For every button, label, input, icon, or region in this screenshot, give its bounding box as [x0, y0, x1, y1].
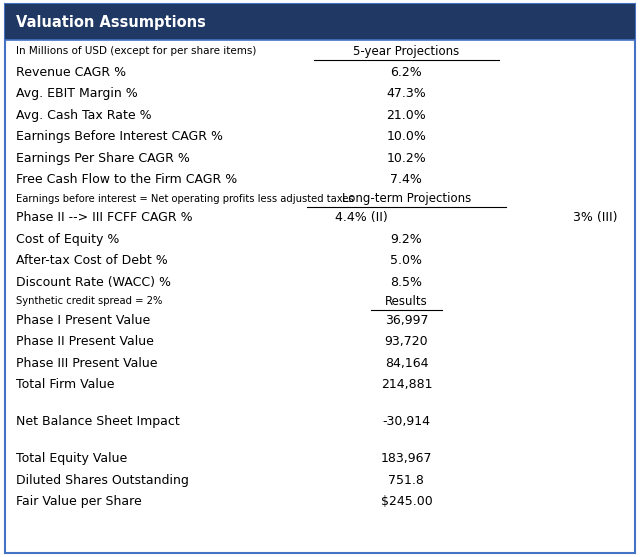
Text: Free Cash Flow to the Firm CAGR %: Free Cash Flow to the Firm CAGR %: [16, 173, 237, 186]
Text: 8.5%: 8.5%: [390, 276, 422, 289]
Text: Earnings Before Interest CAGR %: Earnings Before Interest CAGR %: [16, 130, 223, 143]
Text: Total Equity Value: Total Equity Value: [16, 452, 127, 465]
Text: Total Firm Value: Total Firm Value: [16, 378, 115, 391]
Text: Valuation Assumptions: Valuation Assumptions: [16, 14, 206, 30]
Text: 5.0%: 5.0%: [390, 255, 422, 267]
Text: 47.3%: 47.3%: [387, 87, 426, 100]
Text: Synthetic credit spread = 2%: Synthetic credit spread = 2%: [16, 296, 163, 306]
Bar: [5, 4, 635, 40]
Text: 10.2%: 10.2%: [387, 152, 426, 165]
Text: Avg. EBIT Margin %: Avg. EBIT Margin %: [16, 87, 138, 100]
Text: 21.0%: 21.0%: [387, 109, 426, 122]
Text: 3% (III): 3% (III): [573, 212, 618, 224]
Text: 6.2%: 6.2%: [390, 66, 422, 79]
Text: Phase I Present Value: Phase I Present Value: [16, 314, 150, 327]
Text: Avg. Cash Tax Rate %: Avg. Cash Tax Rate %: [16, 109, 152, 122]
Text: Revenue CAGR %: Revenue CAGR %: [16, 66, 126, 79]
Text: Net Balance Sheet Impact: Net Balance Sheet Impact: [16, 416, 180, 428]
Text: In Millions of USD (except for per share items): In Millions of USD (except for per share…: [16, 46, 257, 56]
Text: 183,967: 183,967: [381, 452, 432, 465]
Text: Long-term Projections: Long-term Projections: [342, 192, 471, 206]
Text: Phase III Present Value: Phase III Present Value: [16, 357, 157, 370]
Text: 10.0%: 10.0%: [387, 130, 426, 143]
Text: 36,997: 36,997: [385, 314, 428, 327]
Text: Phase II --> III FCFF CAGR %: Phase II --> III FCFF CAGR %: [16, 212, 193, 224]
Text: After-tax Cost of Debt %: After-tax Cost of Debt %: [16, 255, 168, 267]
Text: -30,914: -30,914: [383, 416, 430, 428]
Text: $245.00: $245.00: [381, 495, 432, 508]
Text: 7.4%: 7.4%: [390, 173, 422, 186]
Text: 84,164: 84,164: [385, 357, 428, 370]
Text: 93,720: 93,720: [385, 335, 428, 348]
Text: 5-year Projections: 5-year Projections: [353, 45, 460, 58]
Text: 214,881: 214,881: [381, 378, 432, 391]
Text: Discount Rate (WACC) %: Discount Rate (WACC) %: [16, 276, 171, 289]
Text: Fair Value per Share: Fair Value per Share: [16, 495, 141, 508]
Text: 751.8: 751.8: [388, 474, 424, 487]
Text: Cost of Equity %: Cost of Equity %: [16, 233, 120, 246]
Text: Phase II Present Value: Phase II Present Value: [16, 335, 154, 348]
Text: Diluted Shares Outstanding: Diluted Shares Outstanding: [16, 474, 189, 487]
Text: Earnings Per Share CAGR %: Earnings Per Share CAGR %: [16, 152, 190, 165]
Text: Results: Results: [385, 295, 428, 308]
Text: Earnings before interest = Net operating profits less adjusted taxes: Earnings before interest = Net operating…: [16, 194, 354, 204]
Text: 4.4% (II): 4.4% (II): [335, 212, 388, 224]
Text: 9.2%: 9.2%: [390, 233, 422, 246]
